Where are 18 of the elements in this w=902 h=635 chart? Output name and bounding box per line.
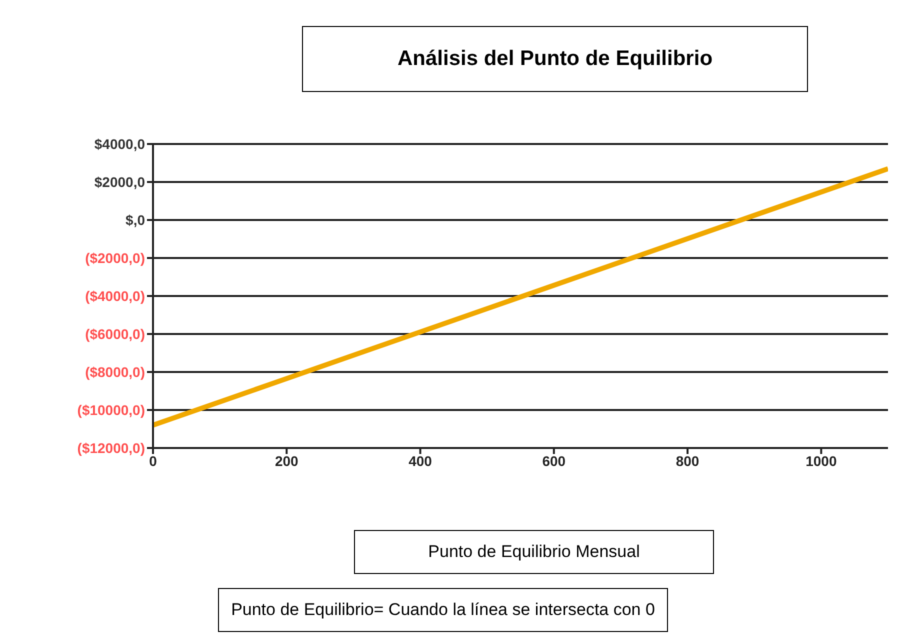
x-tick-label: 0 xyxy=(149,452,158,469)
x-tick-label: 600 xyxy=(542,452,566,469)
text: Punto de Equilibrio= Cuando la línea se intersecta con 0 xyxy=(218,588,668,632)
y-tick-label: ($8000,0) xyxy=(85,364,145,380)
x-tick-label: 400 xyxy=(408,452,432,469)
y-tick-label: ($4000,0) xyxy=(85,288,145,304)
y-tick-label: ($12000,0) xyxy=(77,440,145,456)
x-tick-label: 200 xyxy=(274,452,299,469)
x-axis-title: Punto de Equilibrio Mensual xyxy=(354,530,714,574)
y-tick-label: ($10000,0) xyxy=(77,402,145,418)
y-tick-label: ($6000,0) xyxy=(85,326,145,342)
y-tick-label: $,0 xyxy=(126,212,146,228)
x-tick-label: 800 xyxy=(676,452,700,469)
y-tick-label: $2000,0 xyxy=(94,174,146,190)
chart-title: Análisis del Punto de Equilibrio xyxy=(302,26,808,92)
x-tick-label: 1000 xyxy=(806,452,837,469)
y-tick-label: ($2000,0) xyxy=(85,250,145,266)
y-tick-label: $4000,0 xyxy=(94,136,146,152)
